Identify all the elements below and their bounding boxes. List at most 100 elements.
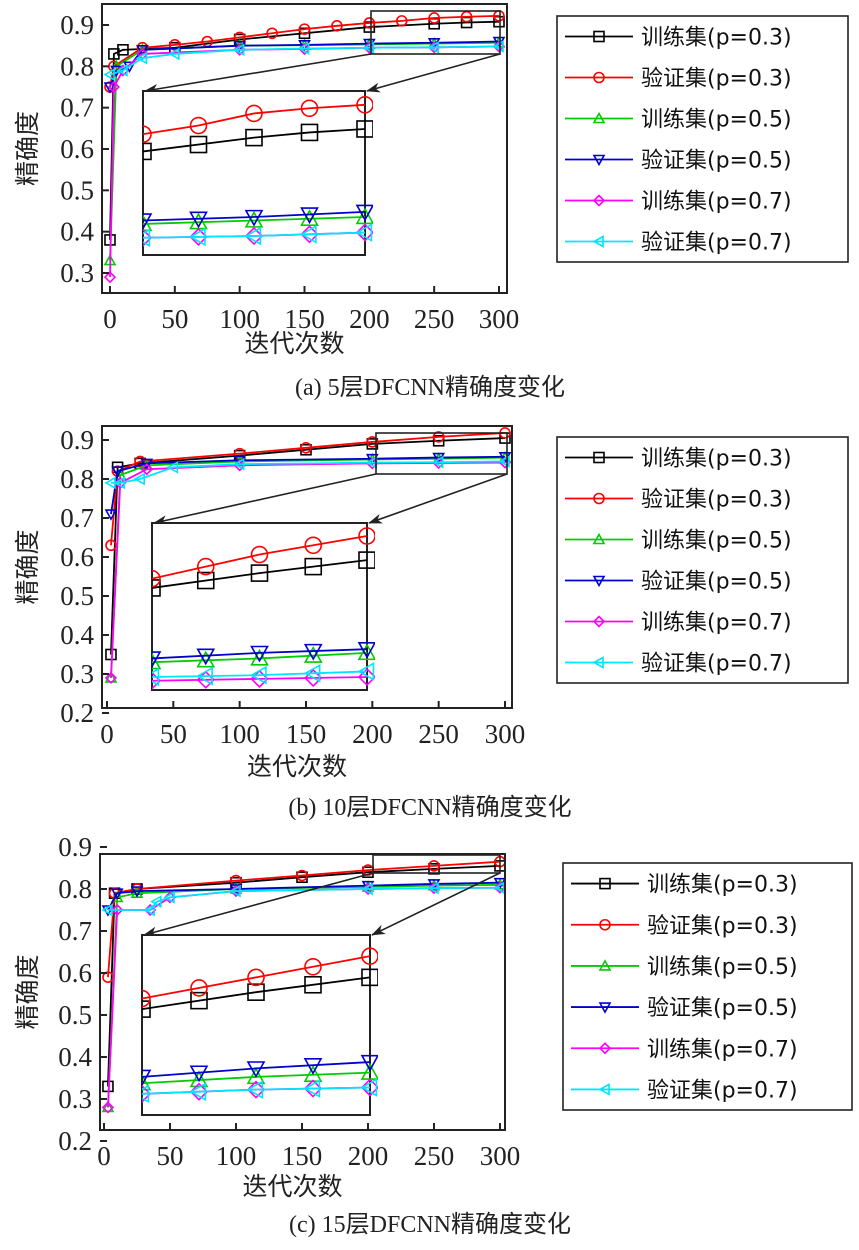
inset-data-point [143,228,151,248]
inset-data-point [357,667,375,687]
legend-label: 训练集(p=0.3) [647,873,798,898]
legend-label: 训练集(p=0.5) [647,955,798,980]
inset-data-point [246,1061,266,1079]
inset-data-point [196,557,215,576]
legend-marker-circle-icon [599,918,611,931]
legend-label: 验证集(p=0.7) [641,231,792,256]
inset-series-line-3 [143,210,366,222]
legend-label: 训练集(p=0.7) [641,611,792,636]
x-tick-label: 150 [284,304,325,334]
data-point [103,68,115,81]
y-tick-label: 0.8 [58,874,92,904]
inset-series-line-2 [152,651,368,664]
data-point [296,869,308,882]
inset-data-point [245,128,263,147]
series-line-5 [107,886,501,911]
legend-label: 验证集(p=0.5) [647,996,798,1021]
inset-data-point [303,646,323,663]
chart-caption: (c) 15层DFCNN精确度变化 [289,1211,571,1238]
legend-marker-triangle-up-icon [592,532,606,545]
inset-data-point [189,135,208,154]
inset-series-line-5 [142,1086,371,1095]
inset-data-point [142,1084,152,1103]
inset-data-point [189,1082,207,1102]
data-point [107,80,121,94]
x-tick-label: 150 [286,719,327,749]
data-point [297,42,310,55]
y-axis-label: 精确度 [13,954,42,1029]
inset-data-point [303,1079,321,1098]
legend-frame [556,436,849,684]
legend: 训练集(p=0.3) 验证集(p=0.3) 训练集(p=0.5) 验证集(p=0.5)… [562,862,853,1111]
data-point [395,15,408,27]
inset-data-point [304,975,322,994]
inset-series-line-1 [152,535,368,580]
data-point [366,436,379,448]
x-axis-label: 迭代次数 [242,1172,342,1201]
inset-data-point [152,671,162,690]
inset-data-point [250,648,269,666]
y-axis-label: 精确度 [13,529,42,604]
legend-item: 训练集(p=0.7) [571,1037,798,1062]
data-point [233,447,246,460]
legend-label: 验证集(p=0.3) [647,914,798,939]
inset-data-point [355,207,373,225]
legend: 训练集(p=0.3) 验证集(p=0.3) 训练集(p=0.5) 验证集(p=0.5)… [556,15,849,263]
legend-marker-triangle-down-icon [592,575,606,588]
data-point [116,64,128,77]
data-point [428,860,440,872]
y-tick-label: 0.2 [58,1126,92,1156]
inset-data-point [142,1069,152,1087]
y-axis-label: 精确度 [13,111,42,186]
inset-data-point [304,536,323,555]
data-point [101,1101,115,1114]
data-point [363,17,376,29]
data-point [427,40,439,54]
legend-item: 训练集(p=0.7) [565,611,792,636]
data-point [432,431,445,443]
series-line-5 [109,45,500,76]
chart-caption: (b) 10层DFCNN精确度变化 [288,794,571,821]
data-point [150,895,162,908]
inset-data-point [247,983,265,1001]
inset-data-point [357,641,375,659]
legend-marker-diamond-icon [592,615,606,628]
legend-marker-triangle-left-icon [592,656,604,669]
inset-data-point [303,643,323,661]
inset-series-line-2 [143,216,366,225]
series-group [101,855,505,1114]
legend-marker-triangle-up-icon [592,111,606,124]
inset-series-group [152,527,375,690]
inset-data-point [246,1067,266,1085]
legend-item: 训练集(p=0.7) [565,190,792,215]
chart-panel-b: 0.2 0.3 0.4 0.5 0.6 0.7 0.8 0.9 0 50 100 150 200 250 3… [13,425,849,821]
y-tick-label: 0.7 [60,503,94,533]
inset-series-group [143,96,373,248]
inset-data-point [300,225,319,244]
x-tick-label: 250 [414,304,455,334]
series-line-3 [110,455,506,515]
inset-data-point [188,227,206,247]
inset-data-point [152,667,160,687]
inset-series-line-5 [152,670,368,678]
inset-series-line-0 [143,128,366,153]
y-tick-label: 0.7 [60,93,94,123]
inset-data-point [189,211,208,229]
data-point [428,12,440,24]
legend-marker-circle-icon [593,492,605,505]
y-tick-label: 0.6 [60,134,94,164]
legend-marker-triangle-left-icon [598,1083,610,1096]
inset-data-point [190,979,208,997]
data-point [428,863,440,875]
data-point [361,882,373,896]
data-point [300,441,312,454]
legend-marker-circle-icon [593,71,605,84]
data-point [298,23,311,35]
inset-data-point [355,223,373,242]
data-point [104,509,118,521]
inset-series-line-3 [152,648,368,660]
data-point [498,455,510,468]
inset-data-point [142,989,151,1008]
data-point [103,271,117,284]
